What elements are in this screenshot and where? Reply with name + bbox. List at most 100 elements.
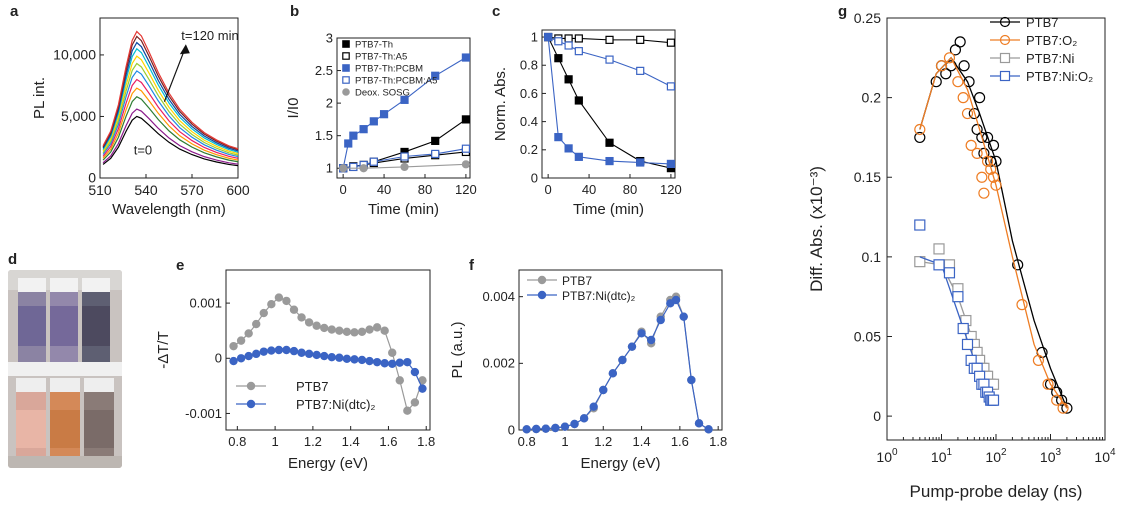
pl-spectrum-line bbox=[102, 108, 239, 165]
x-tick-label: 102 bbox=[985, 447, 1007, 465]
data-point bbox=[236, 336, 246, 345]
x-tick-label: 101 bbox=[931, 447, 953, 465]
data-point bbox=[541, 424, 551, 433]
data-point bbox=[574, 96, 583, 105]
data-point bbox=[365, 356, 374, 366]
data-point bbox=[608, 369, 618, 378]
panel-d-photo bbox=[8, 270, 122, 468]
y-tick-label: 0.6 bbox=[520, 86, 538, 101]
data-point bbox=[981, 155, 994, 167]
y-axis-label: -ΔT/T bbox=[155, 331, 172, 369]
data-point bbox=[554, 37, 563, 46]
data-point bbox=[229, 341, 238, 351]
data-point bbox=[357, 327, 367, 336]
y-tick-label: 2.5 bbox=[315, 63, 333, 78]
data-point bbox=[961, 107, 974, 120]
data-point bbox=[365, 325, 374, 334]
data-point bbox=[976, 171, 988, 183]
data-point bbox=[359, 125, 368, 134]
data-point bbox=[320, 323, 329, 333]
data-point bbox=[943, 267, 956, 279]
x-axis-label: Energy (eV) bbox=[288, 455, 368, 472]
data-point bbox=[589, 402, 598, 411]
x-tick-label: 1.8 bbox=[417, 434, 435, 449]
y-axis-label: Norm. Abs. bbox=[492, 67, 509, 141]
data-point bbox=[935, 60, 948, 72]
data-point bbox=[1061, 402, 1073, 414]
y-tick-label: 1 bbox=[326, 161, 333, 176]
y-tick-label: 0.4 bbox=[520, 114, 538, 129]
data-point bbox=[551, 423, 560, 433]
y-tick-label: 0 bbox=[215, 351, 222, 366]
data-point bbox=[930, 76, 942, 88]
x-axis-label: Time (min) bbox=[368, 201, 439, 218]
x-tick-label: 1.6 bbox=[379, 434, 397, 449]
data-point bbox=[327, 325, 336, 334]
data-point bbox=[978, 187, 990, 199]
fit-line bbox=[919, 56, 1068, 409]
panel-letter: g bbox=[838, 3, 847, 20]
pl-spectrum-line bbox=[102, 78, 239, 159]
x-tick-label: 80 bbox=[418, 182, 432, 197]
x-axis-label: Time (min) bbox=[573, 201, 644, 218]
data-point bbox=[388, 348, 397, 357]
data-point bbox=[335, 326, 344, 335]
data-point bbox=[304, 318, 314, 327]
data-point bbox=[570, 419, 579, 429]
data-point bbox=[605, 138, 614, 147]
x-axis-label: Pump-probe delay (ns) bbox=[910, 482, 1083, 501]
legend-label: PTB7 bbox=[1026, 15, 1059, 30]
y-tick-label: 0 bbox=[508, 422, 515, 437]
data-point bbox=[1042, 378, 1054, 390]
legend-marker bbox=[999, 70, 1011, 82]
data-point bbox=[372, 323, 382, 332]
data-point bbox=[372, 357, 382, 367]
data-point bbox=[973, 92, 986, 104]
y-tick-label: 0 bbox=[88, 170, 96, 186]
data-point bbox=[987, 171, 1000, 183]
pl-spectrum-line bbox=[102, 30, 239, 150]
pl-spectrum-line bbox=[102, 87, 239, 161]
x-axis-label: Energy (eV) bbox=[580, 455, 660, 472]
panel-e-frame bbox=[225, 269, 431, 431]
data-point bbox=[403, 406, 412, 415]
data-point bbox=[312, 321, 321, 330]
data-point bbox=[605, 156, 614, 166]
data-point bbox=[267, 300, 276, 309]
data-point bbox=[252, 349, 261, 359]
pl-spectrum-line bbox=[102, 96, 239, 163]
y-tick-label: 0 bbox=[531, 170, 538, 185]
panel-letter: f bbox=[469, 257, 475, 274]
y-tick-label: 0.004 bbox=[482, 289, 515, 304]
data-point bbox=[914, 123, 926, 136]
legend-label: PTB7:Ni bbox=[1026, 51, 1075, 66]
data-point bbox=[274, 345, 284, 355]
data-point bbox=[339, 164, 348, 173]
data-point bbox=[636, 66, 645, 75]
y-axis-label: I/I0 bbox=[285, 98, 302, 119]
data-point bbox=[933, 243, 945, 255]
data-point bbox=[627, 342, 637, 351]
data-point bbox=[954, 36, 966, 48]
x-tick-label: 1.2 bbox=[594, 434, 612, 449]
legend-marker bbox=[342, 52, 350, 60]
data-point bbox=[1056, 394, 1068, 406]
y-tick-label: 2 bbox=[326, 95, 333, 110]
y-tick-label: 0.8 bbox=[520, 58, 538, 73]
fit-line bbox=[919, 56, 1068, 409]
data-point bbox=[687, 375, 696, 385]
pl-spectrum-line bbox=[102, 62, 239, 156]
data-point bbox=[554, 54, 563, 63]
annotation-t120: t=120 min bbox=[181, 28, 238, 43]
data-point bbox=[400, 152, 409, 161]
data-point bbox=[259, 308, 268, 318]
data-point bbox=[304, 349, 314, 359]
legend-marker bbox=[999, 52, 1011, 64]
data-point bbox=[350, 328, 359, 337]
y-tick-label: 3 bbox=[326, 30, 333, 45]
data-point bbox=[522, 425, 531, 434]
time-arrow-head bbox=[179, 44, 190, 55]
data-point bbox=[461, 144, 471, 153]
data-point bbox=[704, 425, 713, 434]
